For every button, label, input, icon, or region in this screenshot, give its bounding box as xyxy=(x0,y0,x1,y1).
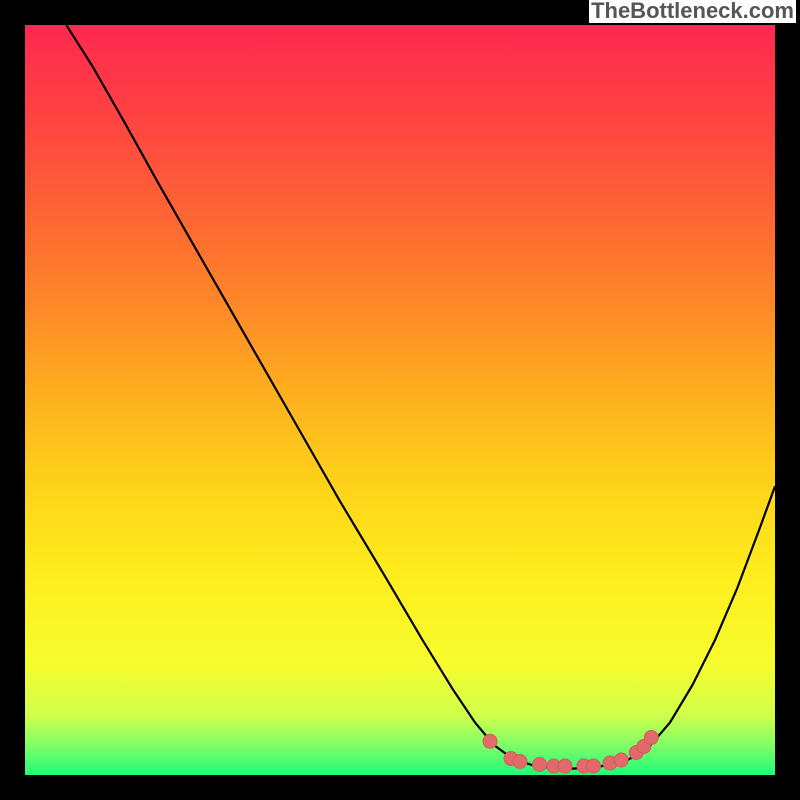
marker-dot xyxy=(533,758,547,772)
marker-dot xyxy=(483,734,497,748)
marker-dot xyxy=(644,731,658,745)
chart-svg xyxy=(0,0,800,800)
marker-dot xyxy=(513,755,527,769)
watermark-text: TheBottleneck.com xyxy=(589,0,796,23)
marker-dot xyxy=(587,759,601,773)
plot-background xyxy=(25,25,775,775)
marker-dot xyxy=(614,753,628,767)
marker-dot xyxy=(558,759,572,773)
